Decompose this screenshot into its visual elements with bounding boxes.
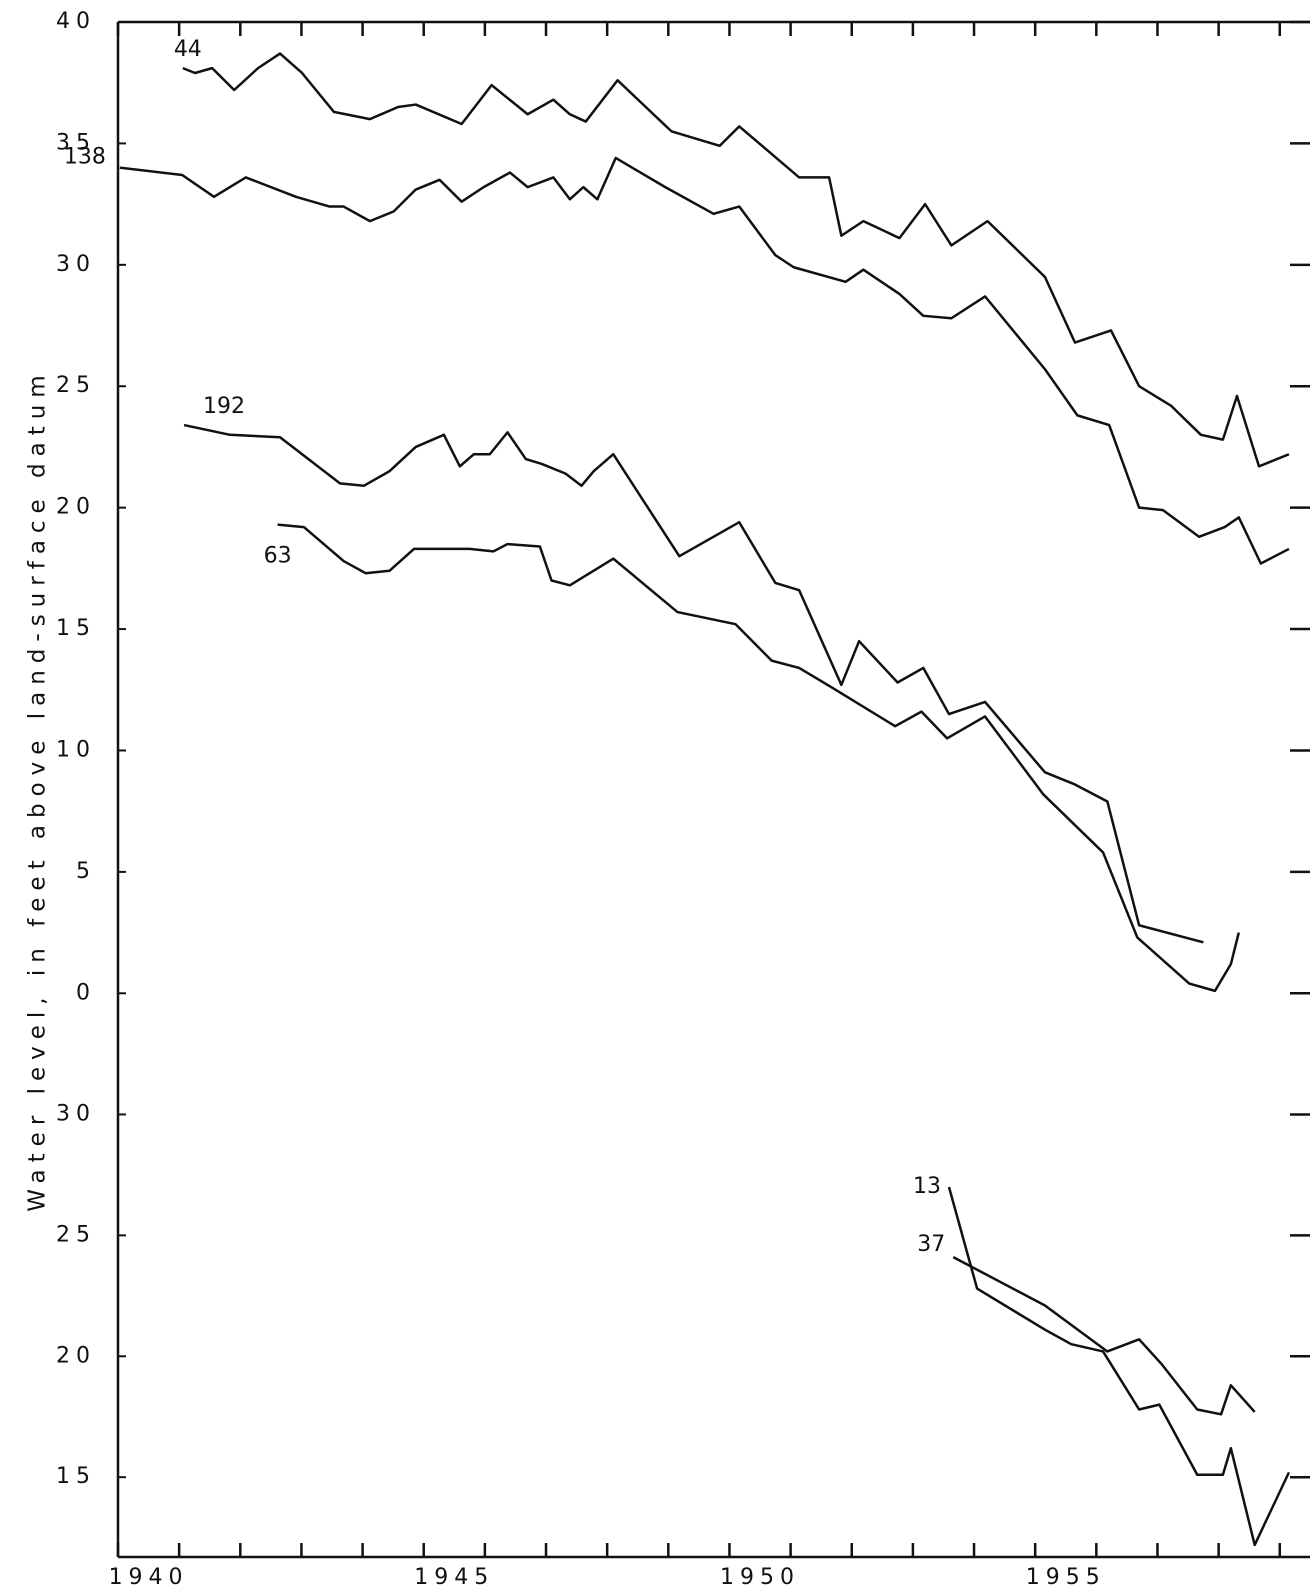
series-label: 37 [917, 1232, 945, 1257]
y-axis-label: Water level, in feet above land-surface … [25, 368, 51, 1211]
y-tick-label: 25 [56, 373, 96, 398]
y-tick-label: 15 [56, 1464, 96, 1489]
series-label: 13 [913, 1174, 941, 1199]
y-tick-label: 20 [56, 495, 96, 520]
y-tick-label: 10 [56, 737, 96, 762]
x-tick-label: 1945 [414, 1565, 494, 1590]
x-tick-label: 1950 [720, 1565, 800, 1590]
line-series [277, 523, 1241, 993]
series-label: 63 [264, 544, 292, 569]
y-tick-label: 0 [76, 980, 96, 1005]
y-tick-label: 35 [56, 130, 96, 155]
line-series [952, 1256, 1256, 1416]
series-label: 192 [203, 394, 245, 419]
x-tick-label: 1940 [109, 1565, 189, 1590]
y-tick-label: 30 [56, 252, 96, 277]
line-series [183, 423, 1204, 944]
series-label: 138 [64, 145, 106, 170]
y-tick-label: 20 [56, 1343, 96, 1368]
y-tick-label: 30 [56, 1101, 96, 1126]
line-series [182, 52, 1290, 468]
line-series [947, 1186, 1291, 1547]
y-tick-label: 5 [76, 859, 96, 884]
line-series [119, 156, 1290, 565]
y-tick-label: 25 [56, 1222, 96, 1247]
y-tick-label: 40 [56, 9, 96, 34]
x-tick-label: 1955 [1026, 1565, 1106, 1590]
series-label: 44 [174, 37, 202, 62]
y-tick-label: 15 [56, 616, 96, 641]
